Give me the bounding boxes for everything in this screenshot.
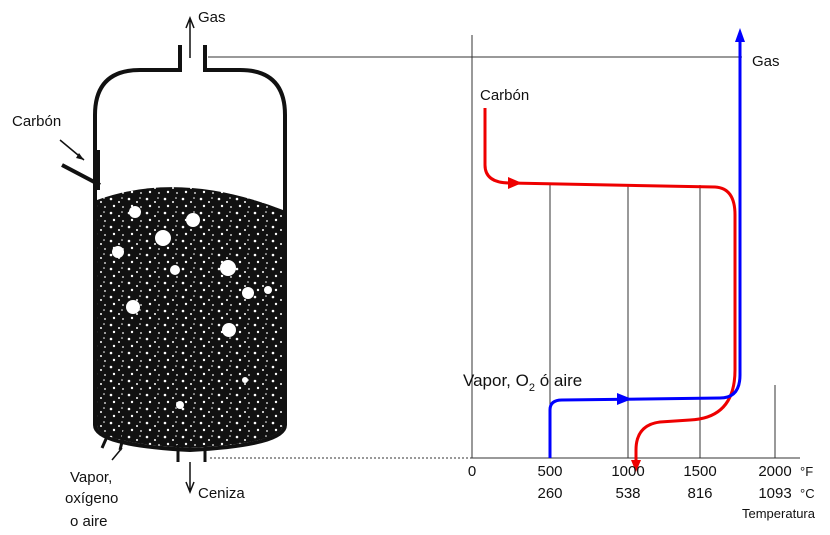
c-tick: 538 bbox=[615, 485, 640, 502]
c-unit: °C bbox=[800, 486, 815, 501]
reactor: Gas Carbón Vapor, oxígeno o aire Ceniza bbox=[12, 9, 287, 530]
steam-text: ó aire bbox=[535, 371, 582, 390]
c-tick: 816 bbox=[687, 485, 712, 502]
gas-curve bbox=[548, 40, 742, 458]
c-tick: 1093 bbox=[758, 485, 791, 502]
steam-text: Vapor, O bbox=[463, 371, 529, 390]
inlet-label: oxígeno bbox=[65, 490, 118, 507]
axis-label: Temperatura bbox=[742, 506, 816, 521]
gas-label: Gas bbox=[752, 53, 780, 70]
coal-curve bbox=[483, 108, 737, 468]
inlet-label: o aire bbox=[70, 513, 108, 530]
ash-label: Ceniza bbox=[198, 485, 245, 502]
f-unit: °F bbox=[800, 464, 813, 479]
f-tick: 500 bbox=[537, 463, 562, 480]
inlet-label: Vapor, bbox=[70, 469, 112, 486]
f-tick: 2000 bbox=[758, 463, 791, 480]
f-tick: 0 bbox=[468, 463, 476, 480]
f-tick: 1000 bbox=[611, 463, 644, 480]
gas-label: Gas bbox=[198, 9, 226, 26]
c-tick: 260 bbox=[537, 485, 562, 502]
f-tick: 1500 bbox=[683, 463, 716, 480]
steam-label: Vapor, O2 ó aire bbox=[463, 371, 582, 394]
coal-label: Carbón bbox=[12, 113, 61, 130]
coal-label: Carbón bbox=[480, 87, 529, 104]
steam-subscript: 2 bbox=[529, 382, 535, 394]
